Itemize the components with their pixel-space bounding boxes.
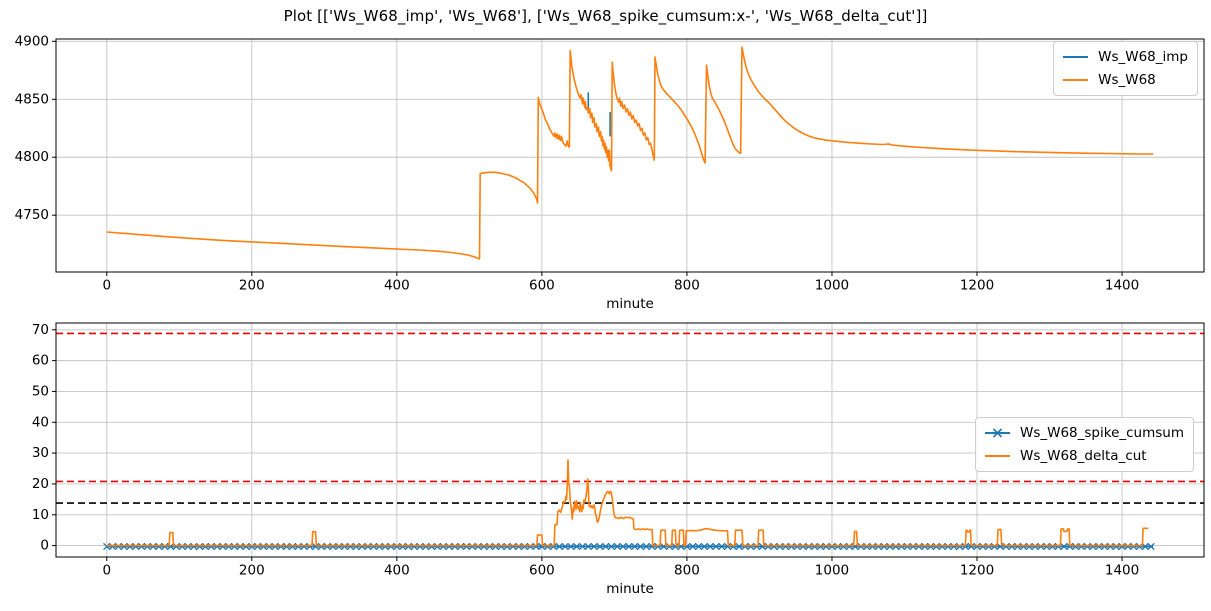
x-tick-label: 200 (239, 278, 265, 294)
legend-line-sample (1063, 79, 1089, 81)
legend-entry: Ws_W68_delta_cut (984, 446, 1184, 466)
x-tick-label: 1000 (815, 278, 849, 294)
axes-frame (55, 322, 1205, 558)
axes-frame (55, 38, 1205, 273)
legend-line-sample (984, 455, 1010, 457)
x-tick-label: 1200 (960, 278, 994, 294)
legend-label: Ws_W68_imp (1098, 49, 1188, 65)
legend-top-chart: Ws_W68_imp Ws_W68 (1053, 41, 1198, 96)
legend-label: Ws_W68_delta_cut (1019, 448, 1147, 464)
y-tick-label: 4900 (15, 33, 49, 49)
series-Ws_W68_delta_cut (106, 459, 1149, 547)
y-tick-label: 40 (32, 414, 49, 430)
y-tick-label: 4750 (15, 207, 49, 223)
x-tick-label: 600 (529, 278, 555, 294)
y-tick-label: 0 (40, 538, 49, 554)
y-tick-label: 30 (32, 445, 49, 461)
x-tick-label: 800 (674, 563, 700, 579)
series-Ws_W68 (106, 46, 1154, 260)
subplot-1: 0 200 400 600 800 1000 1200 1400 0 10 20 30 40 50 60 70 (32, 322, 1205, 579)
y-tick-label: 10 (32, 507, 49, 523)
legend-label: Ws_W68 (1098, 72, 1156, 88)
legend-bottom-chart: Ws_W68_spike_cumsum Ws_W68_delta_cut (974, 417, 1194, 472)
y-tick-label: 4800 (15, 149, 49, 165)
x-tick-label: 600 (529, 563, 555, 579)
x-tick-label: 400 (384, 278, 410, 294)
subplot-0: 0 200 400 600 800 1000 1200 1400 4750 4800 4850 490… (15, 33, 1205, 294)
x-tick-label: 1400 (1105, 563, 1139, 579)
figure-title: Plot [['Ws_W68_imp', 'Ws_W68'], ['Ws_W68… (283, 7, 928, 25)
legend-x-line-sample (984, 428, 1010, 438)
y-tick-label: 4850 (15, 91, 49, 107)
legend-entry: Ws_W68_imp (1062, 47, 1188, 67)
y-tick-label: 50 (32, 383, 49, 399)
x-tick-label: 200 (239, 563, 265, 579)
x-tick-label: 400 (384, 563, 410, 579)
x-tick-label: 0 (102, 278, 111, 294)
y-tick-label: 20 (32, 476, 49, 492)
x-tick-label: 1000 (815, 563, 849, 579)
legend-entry: Ws_W68_spike_cumsum (984, 423, 1184, 443)
x-tick-label: 0 (102, 563, 111, 579)
legend-label: Ws_W68_spike_cumsum (1019, 425, 1184, 441)
x-tick-label: 1400 (1105, 278, 1139, 294)
legend-entry: Ws_W68 (1062, 70, 1188, 90)
x-tick-label: 1200 (960, 563, 994, 579)
x-tick-label: 800 (674, 278, 700, 294)
bottom-xaxis-label: minute (606, 581, 654, 597)
top-xaxis-label: minute (606, 296, 654, 312)
legend-line-sample (1063, 56, 1089, 58)
y-tick-label: 60 (32, 353, 49, 369)
y-tick-label: 70 (32, 322, 49, 338)
